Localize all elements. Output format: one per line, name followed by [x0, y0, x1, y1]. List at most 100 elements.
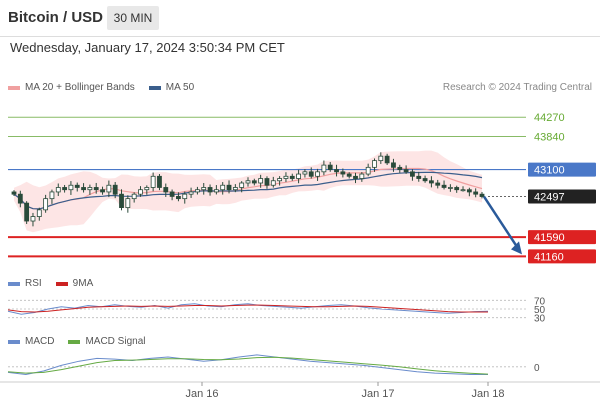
- legend-swatch-macd: [8, 339, 20, 344]
- candle-body: [258, 178, 264, 184]
- candle-body: [81, 187, 86, 191]
- candle-body: [163, 187, 169, 193]
- macd-series-macd: [7, 354, 488, 376]
- legend-item-bollinger: MA 20 + Bollinger Bands: [8, 82, 135, 93]
- candle-body: [277, 178, 283, 182]
- candle-body: [201, 187, 207, 191]
- candle-body: [283, 175, 289, 179]
- macd-legend: MACD MACD Signal: [8, 336, 159, 347]
- macd-level-label-0: 0: [534, 363, 540, 374]
- rsi-legend: RSI 9MA: [8, 278, 107, 289]
- candle-body: [188, 191, 194, 195]
- candle-body: [131, 193, 137, 200]
- candle-body: [296, 173, 301, 179]
- candle-body: [106, 184, 112, 193]
- legend-swatch-9ma: [55, 281, 68, 286]
- candle-body: [251, 180, 257, 184]
- candle-body: [144, 187, 150, 191]
- candle-body: [245, 180, 251, 184]
- candle-body: [422, 178, 428, 182]
- x-tick-label: Jan 16: [185, 388, 218, 400]
- candle-body: [232, 187, 238, 191]
- instrument-title: Bitcoin / USD: [8, 9, 104, 26]
- level-label-41590: 41590: [534, 232, 565, 244]
- candle-body: [55, 187, 61, 193]
- legend-swatch-bollinger: [8, 85, 20, 90]
- candle-body: [195, 189, 200, 193]
- candle-body: [68, 184, 74, 191]
- rsi-series-9ma: [7, 304, 488, 313]
- candle-body: [372, 160, 377, 168]
- legend-swatch-ma50: [148, 85, 161, 90]
- candle-body: [441, 184, 447, 188]
- legend-swatch-rsi: [8, 281, 20, 286]
- macd-series-signal: [7, 356, 489, 375]
- main-price-pane: 44270 43840 43100 42497 41590 41160: [8, 112, 596, 264]
- candle-body: [87, 187, 93, 191]
- header-divider: [0, 36, 600, 37]
- candle-body: [403, 169, 409, 173]
- legend-label-bollinger: MA 20 + Bollinger Bands: [25, 82, 135, 93]
- candle-body: [359, 173, 365, 179]
- legend-label-macd: MACD: [25, 336, 55, 347]
- main-legend: MA 20 + Bollinger Bands MA 50: [8, 82, 208, 93]
- level-label-44270: 44270: [534, 112, 565, 124]
- legend-swatch-macd-signal: [68, 339, 81, 344]
- chart-datetime: Wednesday, January 17, 2024 3:50:34 PM C…: [10, 40, 285, 55]
- candle-body: [315, 171, 320, 177]
- candle-body: [226, 184, 232, 191]
- level-label-43100: 43100: [534, 165, 565, 177]
- forecast-arrow-shaft: [482, 195, 520, 250]
- legend-item-macd-signal: MACD Signal: [68, 336, 145, 347]
- candle-body: [410, 171, 415, 177]
- ma20-line: [13, 167, 483, 210]
- candle-body: [479, 193, 485, 197]
- candle-body: [49, 191, 55, 200]
- candle-body: [138, 189, 143, 195]
- candle-body: [435, 182, 441, 186]
- legend-label-ma50: MA 50: [165, 82, 195, 93]
- level-box-41160: [528, 249, 596, 264]
- legend-item-rsi: RSI: [8, 278, 42, 289]
- candle-body: [157, 175, 162, 188]
- candle-body: [334, 169, 339, 173]
- chart-header: Bitcoin / USD 30 MIN: [0, 0, 600, 36]
- candle-body: [30, 216, 36, 222]
- ma50-line: [13, 171, 483, 210]
- candle-body: [378, 155, 384, 162]
- candle-body: [207, 187, 213, 193]
- candle-body: [302, 171, 308, 175]
- rsi-level-label-30: 30: [534, 314, 546, 325]
- candle-body: [460, 189, 466, 192]
- candle-body: [466, 189, 472, 193]
- candle-body: [74, 184, 80, 188]
- candle-body: [93, 187, 99, 191]
- legend-label-9ma: 9MA: [72, 278, 94, 289]
- candle-body: [176, 196, 181, 200]
- candle-body: [447, 187, 453, 189]
- forecast-arrow-head: [511, 241, 522, 255]
- candle-body: [239, 182, 245, 188]
- candle-body: [119, 193, 124, 209]
- x-tick-label: Jan 18: [471, 388, 504, 400]
- candle-body: [220, 184, 226, 191]
- candle-body: [100, 189, 105, 193]
- timeframe-button[interactable]: 30 MIN: [107, 6, 159, 30]
- legend-item-macd: MACD: [8, 336, 54, 347]
- copyright-text: Research © 2024 Trading Central: [442, 82, 592, 93]
- candle-body: [397, 166, 403, 170]
- candle-body: [429, 180, 434, 184]
- candle-body: [289, 175, 295, 179]
- legend-item-9ma: 9MA: [55, 278, 94, 289]
- level-label-41160: 41160: [534, 251, 564, 263]
- candle-body: [150, 175, 156, 188]
- candle-body: [62, 187, 67, 191]
- x-tick-label: Jan 17: [361, 388, 394, 400]
- bollinger-band: [14, 150, 482, 233]
- candle-body: [454, 187, 460, 191]
- level-label-42497: 42497: [534, 192, 565, 204]
- legend-label-macd-signal: MACD Signal: [85, 336, 146, 347]
- candle-body: [182, 193, 188, 200]
